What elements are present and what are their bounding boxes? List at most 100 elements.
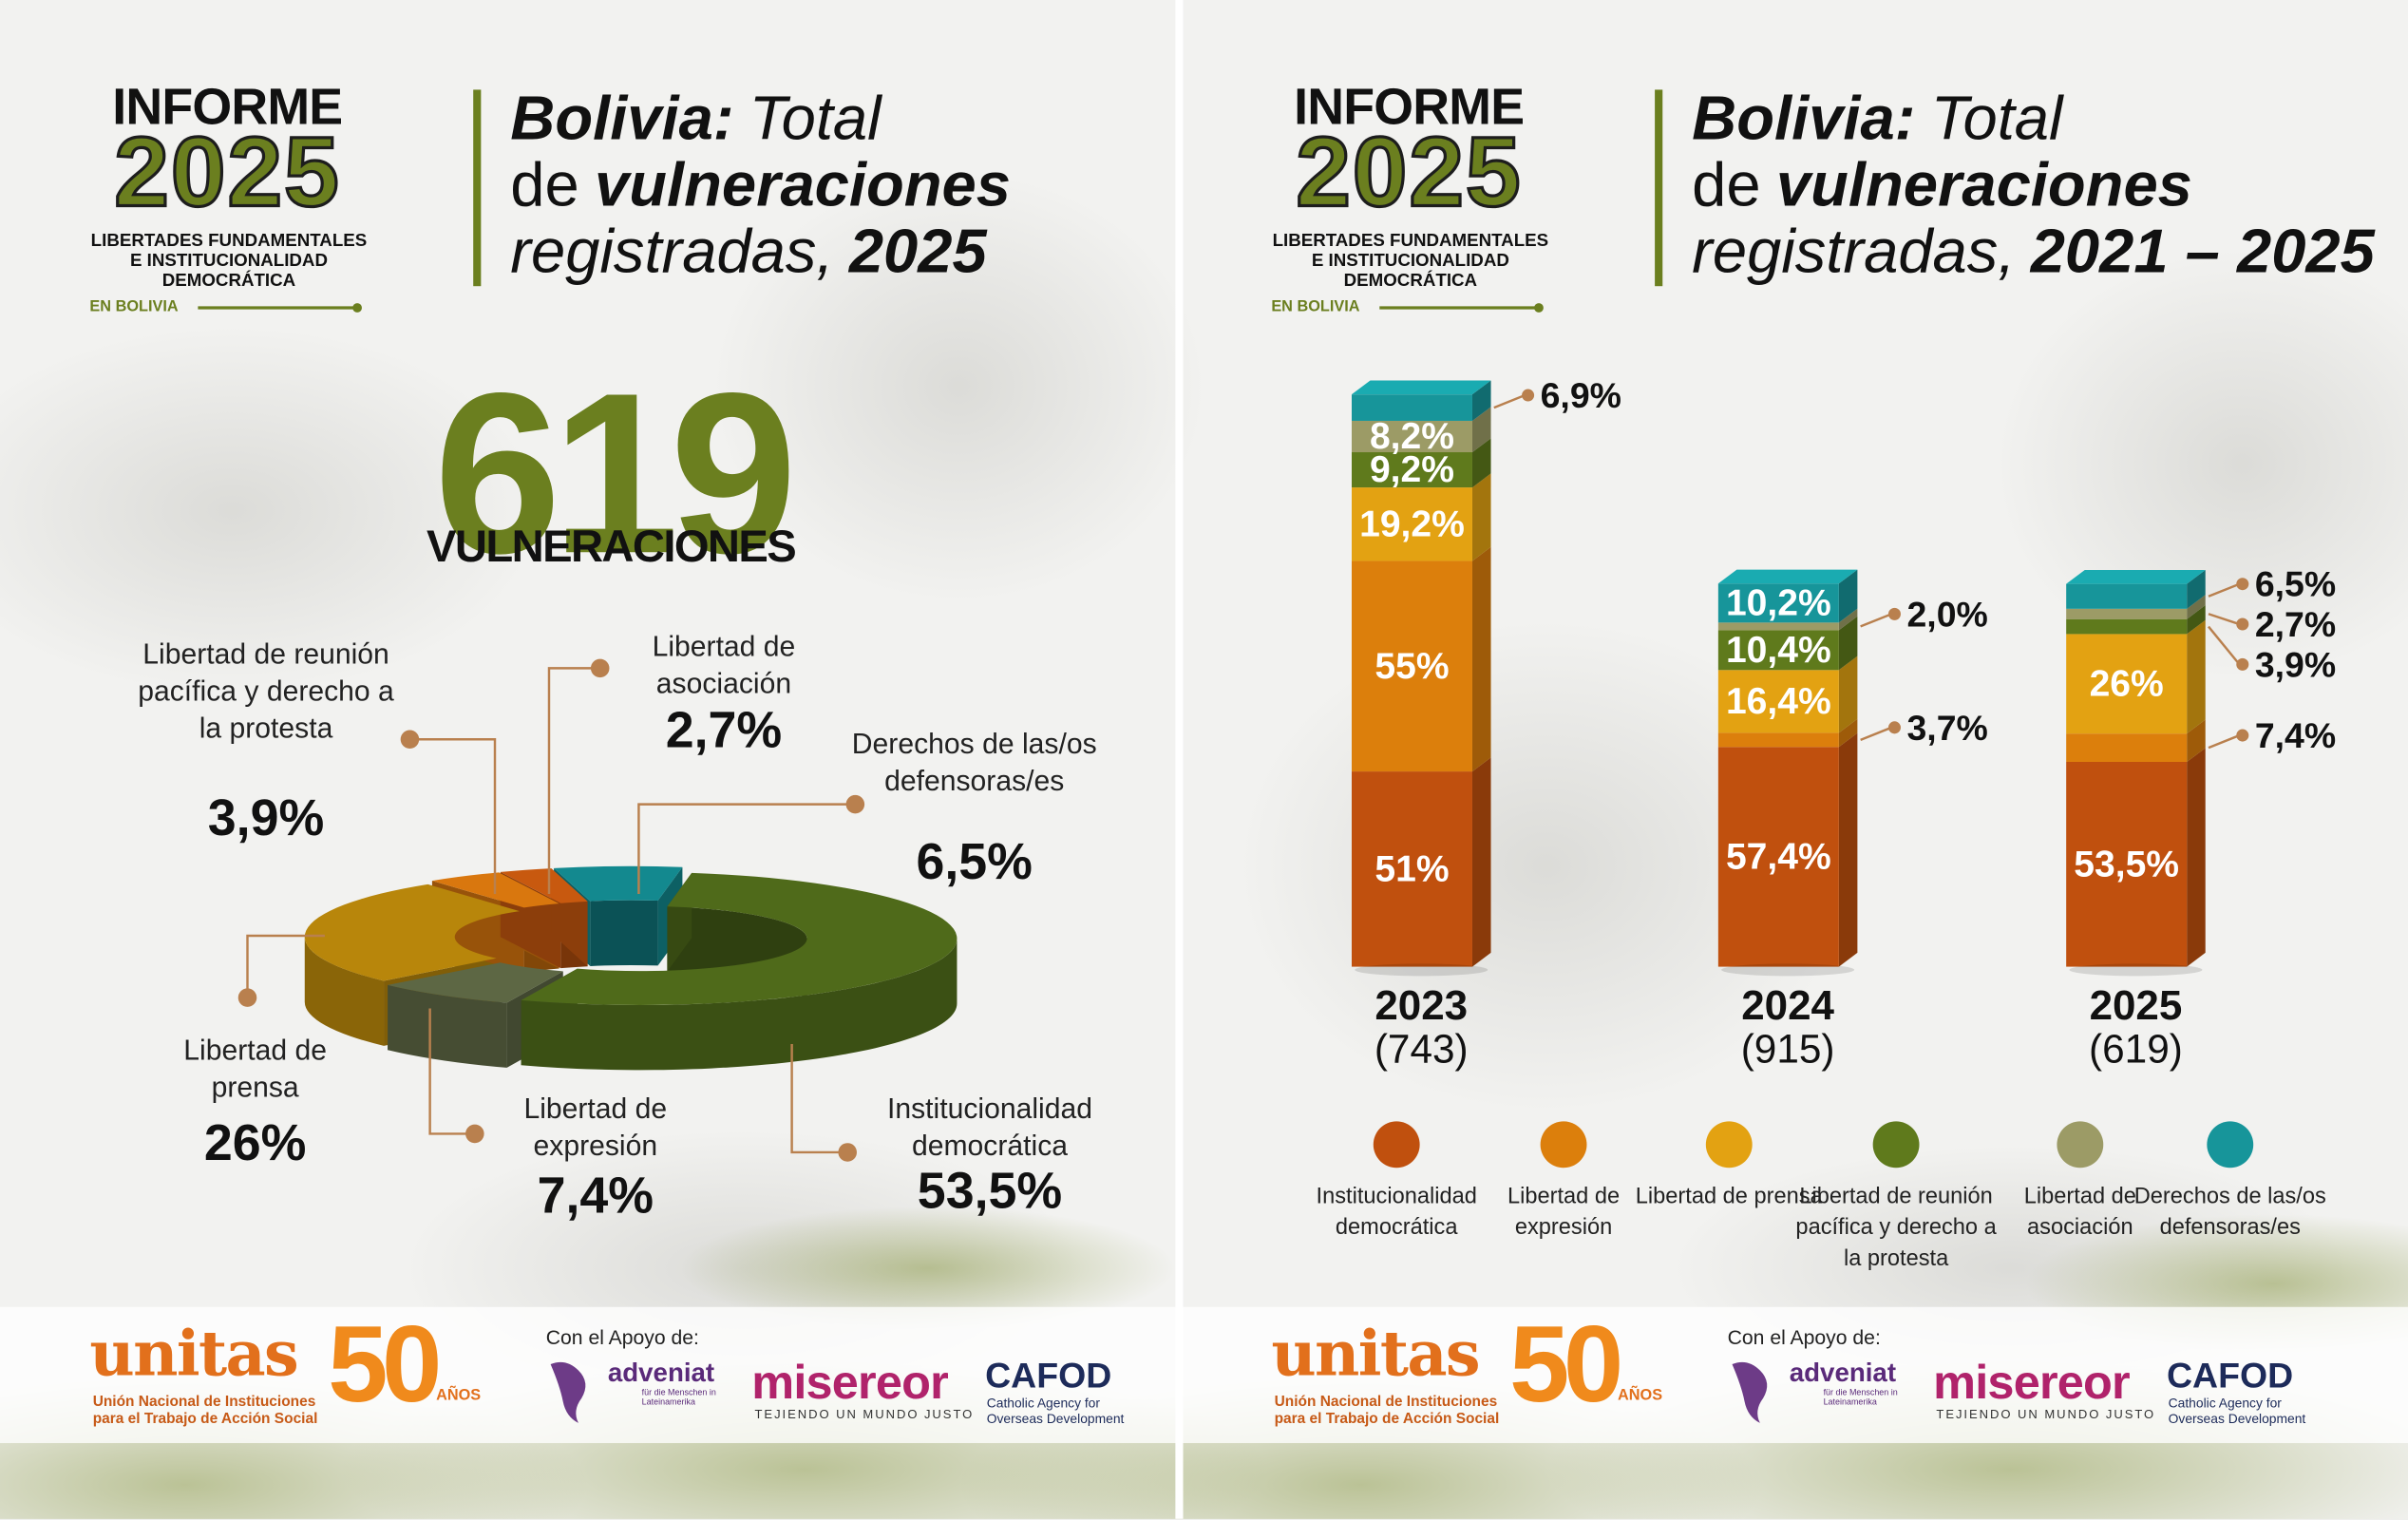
bar-value-label: 26% xyxy=(2090,663,2164,704)
bar-segment xyxy=(2066,634,2188,734)
bar-top xyxy=(1351,380,1491,395)
logo-year: 2025 xyxy=(113,116,341,228)
title-part: 2025 xyxy=(848,218,987,287)
anniversary: 50 xyxy=(328,1303,442,1425)
anniversary-unit: AÑOS xyxy=(1618,1387,1663,1405)
total-value: 619 xyxy=(433,346,798,602)
legend-swatch xyxy=(2057,1121,2104,1168)
logo-title: INFORME xyxy=(112,77,343,135)
slice-label: Libertad de asociación xyxy=(652,629,796,699)
logo-year: 2025 xyxy=(1294,116,1523,228)
title-part: Total xyxy=(749,85,882,154)
slice-value: 7,4% xyxy=(537,1166,654,1224)
x-tick-label: 2025 xyxy=(2090,982,2183,1029)
sponsor-name: adveniat xyxy=(1789,1358,1897,1388)
donut-segment xyxy=(521,872,958,1005)
leader-line xyxy=(547,667,600,895)
donut-outer-wall xyxy=(521,938,958,1071)
sponsor-name: misereor xyxy=(751,1355,949,1410)
legend-label: Libertad de asociación xyxy=(2023,1185,2136,1241)
bar-segment xyxy=(2066,733,2188,763)
bar-value-label-outside: 6,5% xyxy=(2255,564,2336,604)
bar-side xyxy=(2187,569,2206,609)
donut-segment xyxy=(304,884,520,981)
bar-foot xyxy=(2069,963,2203,977)
bar-foot xyxy=(1721,963,1855,977)
bar-side xyxy=(1838,608,1858,631)
sponsor-tagline: Catholic Agency for Overseas Development xyxy=(2168,1395,2306,1427)
bar-side xyxy=(1471,546,1491,772)
bar-side xyxy=(1838,569,1858,623)
sponsor-name: CAFOD xyxy=(2167,1355,2294,1396)
legend-label: Derechos de las/os defensoras/es xyxy=(2133,1185,2326,1241)
bar-side xyxy=(2187,719,2206,763)
title-part: vulneraciones xyxy=(595,151,1012,220)
bar-side xyxy=(1471,757,1491,967)
leader-dot xyxy=(400,730,420,750)
bar-leader-dot xyxy=(1887,607,1901,620)
bar-leader-dot xyxy=(2236,578,2249,591)
slice-label: Libertad de reunión pacífica y derecho a… xyxy=(138,636,394,745)
title-part: Total xyxy=(1930,85,2063,154)
legend-swatch xyxy=(1373,1121,1420,1168)
bar-side xyxy=(1471,438,1491,488)
leader-line xyxy=(246,934,325,998)
bar-total: (619) xyxy=(2089,1026,2183,1071)
donut-outer-wall xyxy=(304,937,385,1046)
leader-dot xyxy=(237,988,257,1007)
title-part: registradas, xyxy=(1692,218,2016,287)
bar-leader xyxy=(1493,393,1526,409)
bar-segment xyxy=(1351,452,1472,488)
bar-top xyxy=(2066,569,2206,584)
logo-place: EN BOLIVIA xyxy=(1271,298,1360,316)
donut-segment xyxy=(554,865,683,902)
bar-side xyxy=(1838,732,1858,967)
donut-segment xyxy=(500,868,588,903)
slice-value: 26% xyxy=(203,1113,307,1171)
bar-side xyxy=(1471,407,1491,453)
sponsor-tagline: Catholic Agency for Overseas Development xyxy=(986,1395,1125,1427)
title-part: vulneraciones xyxy=(1775,151,2192,220)
bar-total: (915) xyxy=(1741,1026,1835,1071)
legend-swatch xyxy=(2207,1121,2254,1168)
slice-value: 2,7% xyxy=(665,700,783,758)
title-part: registradas, xyxy=(510,218,834,287)
bar-segment xyxy=(1717,747,1839,967)
legend-label: Libertad de reunión pacífica y derecho a… xyxy=(1795,1185,1997,1272)
bar-foot xyxy=(1355,963,1488,977)
bar-segment xyxy=(2066,618,2188,635)
title-bar xyxy=(1655,89,1663,287)
sponsor-tagline: TEJIENDO UN MUNDO JUSTO xyxy=(1936,1407,2156,1422)
title-part: de xyxy=(1692,151,1761,220)
total-label: VULNERACIONES xyxy=(427,522,797,573)
sponsor-tagline: TEJIENDO UN MUNDO JUSTO xyxy=(754,1407,975,1422)
bar-segment xyxy=(1717,622,1839,631)
bar-side xyxy=(1838,616,1858,671)
title-bar xyxy=(473,89,482,287)
adveniat-icon xyxy=(1732,1361,1768,1423)
slice-value: 6,5% xyxy=(916,831,1033,890)
logo-subtitle: LIBERTADES FUNDAMENTALES E INSTITUCIONAL… xyxy=(1272,232,1549,292)
bar-leader-dot xyxy=(1522,389,1535,402)
bar-value-label-outside: 7,4% xyxy=(2255,715,2336,755)
bar-segment xyxy=(1717,583,1839,623)
slice-label: Libertad de prensa xyxy=(183,1033,327,1103)
bar-leader xyxy=(2208,582,2240,598)
bar-leader-dot xyxy=(2236,618,2249,631)
bar-value-label: 10,4% xyxy=(1726,630,1831,671)
sponsor-name: misereor xyxy=(1933,1355,2131,1410)
bar-leader xyxy=(2208,733,2240,750)
anniversary-unit: AÑOS xyxy=(436,1387,482,1405)
bar-side xyxy=(2187,619,2206,734)
bar-value-label: 10,2% xyxy=(1726,582,1831,623)
sponsor-tagline: für die Menschen in Lateinamerika xyxy=(1823,1389,1898,1408)
bar-side xyxy=(2187,605,2206,635)
logo-subtitle: LIBERTADES FUNDAMENTALES E INSTITUCIONAL… xyxy=(90,232,368,292)
bar-value-label: 55% xyxy=(1375,646,1449,687)
bar-value-label-outside: 3,7% xyxy=(1906,708,1987,748)
bar-value-label-outside: 6,9% xyxy=(1541,375,1621,415)
bar-value-label-outside: 2,0% xyxy=(1906,594,1987,634)
legend-swatch xyxy=(1540,1121,1587,1168)
